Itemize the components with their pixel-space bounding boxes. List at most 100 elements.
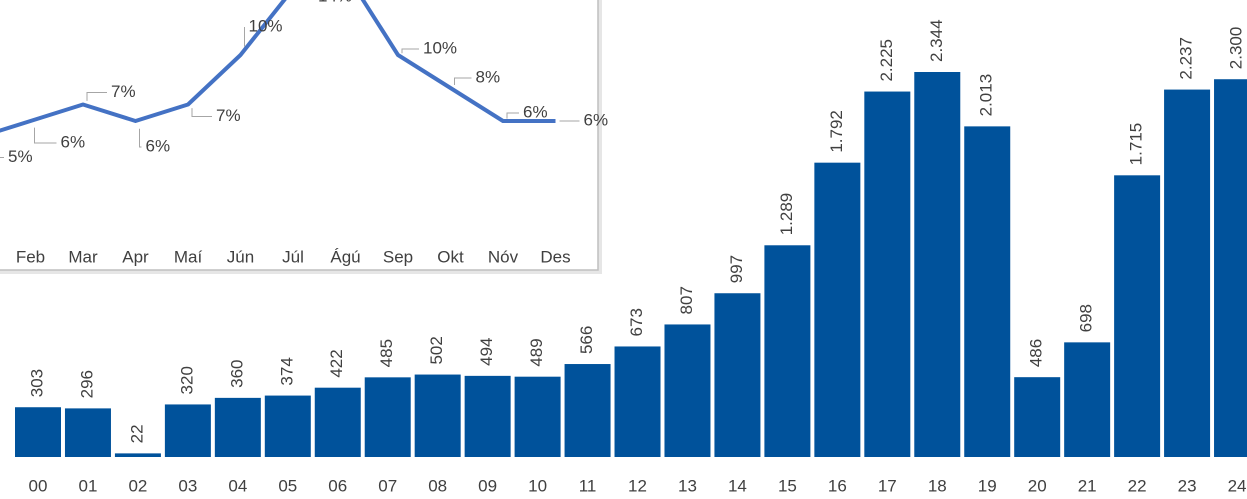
data-label: 360 (227, 359, 246, 387)
data-label: 296 (77, 370, 96, 398)
bar (914, 72, 961, 457)
bar (714, 293, 761, 457)
data-label: 698 (1077, 304, 1096, 332)
x-tick-label: Ágú (330, 247, 360, 266)
bar (864, 91, 911, 457)
x-tick-label: 02 (128, 476, 147, 495)
data-label: 2.300 (1227, 27, 1246, 70)
x-tick-label: Sep (383, 247, 413, 266)
data-label: 486 (1027, 339, 1046, 367)
x-tick-label: 04 (228, 476, 247, 495)
bar (614, 346, 661, 457)
x-tick-label: 06 (328, 476, 347, 495)
x-tick-label: 13 (678, 476, 697, 495)
data-label: 14% (318, 0, 352, 5)
x-tick-label: 17 (878, 476, 897, 495)
data-label: 8% (476, 67, 501, 86)
x-tick-label: Des (540, 247, 570, 266)
bar (964, 126, 1011, 458)
data-label: 7% (111, 82, 136, 101)
x-tick-label: Mar (68, 247, 98, 266)
x-tick-label: 18 (928, 476, 947, 495)
bar (364, 377, 411, 457)
data-label: 1.289 (777, 193, 796, 236)
x-tick-label: 20 (1028, 476, 1047, 495)
data-label: 22 (127, 424, 146, 443)
bar (514, 376, 561, 457)
x-tick-label: Apr (122, 247, 149, 266)
leader-line (191, 108, 212, 117)
data-label: 374 (277, 357, 296, 385)
data-label: 2.225 (877, 39, 896, 82)
x-tick-label: 24 (1228, 476, 1247, 495)
data-label: 6% (146, 136, 171, 155)
x-tick-label: 23 (1178, 476, 1197, 495)
x-tick-label: 03 (178, 476, 197, 495)
x-tick-label: 05 (278, 476, 297, 495)
bar (314, 387, 361, 457)
x-tick-label: 14 (728, 476, 747, 495)
leader-line (86, 92, 107, 101)
leader-line (454, 77, 472, 85)
x-tick-label: Jún (227, 247, 254, 266)
data-label: 6% (523, 102, 548, 121)
data-label: 502 (427, 336, 446, 364)
bar (1014, 377, 1061, 457)
x-tick-label: 21 (1078, 476, 1097, 495)
data-label: 2.344 (927, 19, 946, 62)
data-label: 10% (249, 16, 283, 35)
x-tick-label: 11 (579, 476, 597, 495)
line (0, 0, 556, 133)
data-label: 422 (327, 349, 346, 377)
bar (764, 245, 811, 457)
leader-line (139, 128, 142, 148)
bar (464, 375, 511, 457)
data-label: 5% (8, 147, 33, 166)
x-tick-label: 00 (29, 476, 48, 495)
data-label: 566 (577, 326, 596, 354)
bar (15, 407, 61, 457)
data-label: 6% (584, 110, 609, 129)
x-tick-label: Maí (174, 247, 203, 266)
data-label: 1.792 (827, 110, 846, 153)
x-tick-label: 07 (378, 476, 397, 495)
bar (214, 397, 261, 457)
x-tick-label: 15 (778, 476, 797, 495)
leader-line (506, 112, 519, 119)
bar (664, 324, 711, 457)
data-label: 489 (527, 338, 546, 366)
bar (1064, 342, 1111, 457)
x-tick-label: 09 (478, 476, 497, 495)
data-label: 303 (27, 369, 46, 397)
bar (1114, 175, 1161, 457)
x-tick-label: Okt (437, 247, 464, 266)
bar (564, 364, 611, 457)
data-label: 6% (61, 132, 86, 151)
data-label: 997 (727, 255, 746, 283)
x-tick-label: 08 (428, 476, 447, 495)
data-label: 494 (477, 337, 496, 365)
x-tick-label: 16 (828, 476, 847, 495)
inset-panel (0, 0, 599, 271)
data-label: 673 (627, 308, 646, 336)
x-tick-label: 22 (1128, 476, 1147, 495)
bar (414, 374, 461, 457)
leader-line (401, 48, 419, 54)
data-label: 2.237 (1177, 37, 1196, 80)
x-tick-label: 19 (978, 476, 997, 495)
x-tick-label: 10 (528, 476, 547, 495)
bar (1214, 79, 1247, 457)
x-tick-label: Júl (282, 247, 304, 266)
data-label: 807 (677, 286, 696, 314)
x-tick-label: 12 (628, 476, 647, 495)
data-label: 485 (377, 339, 396, 367)
bar (64, 408, 111, 457)
bar (1164, 89, 1211, 458)
data-label: 10% (423, 38, 457, 57)
bar (114, 453, 161, 457)
x-tick-label: 01 (78, 476, 97, 495)
data-label: 7% (216, 106, 241, 125)
data-label: 320 (177, 366, 196, 394)
leader-line (34, 127, 57, 144)
data-label: 1.715 (1127, 123, 1146, 166)
